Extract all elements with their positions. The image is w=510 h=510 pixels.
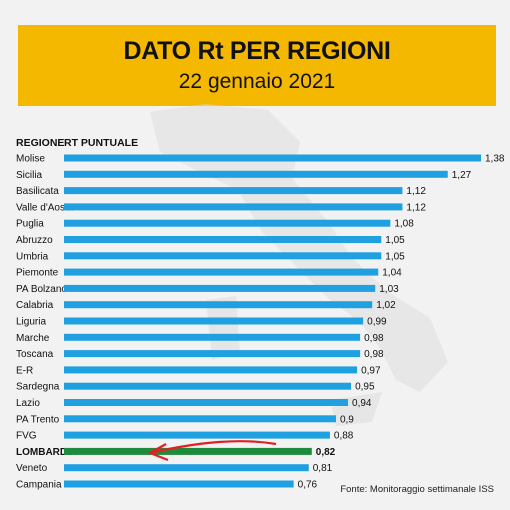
- highlight-arrow-icon: [153, 440, 277, 454]
- bar: [64, 333, 361, 341]
- bar: [64, 236, 382, 243]
- value-label: 1,05: [385, 235, 405, 246]
- value-label: 0,98: [364, 349, 384, 360]
- chart-title: DATO Rt PER REGIONI: [123, 37, 391, 65]
- category-label: Puglia: [16, 219, 44, 230]
- category-label: Molise: [16, 154, 45, 165]
- value-label: 1,12: [406, 186, 426, 197]
- chart-subtitle: 22 gennaio 2021: [178, 70, 336, 93]
- category-label: Calabria: [16, 300, 54, 311]
- bar: [64, 170, 448, 178]
- bar: [64, 382, 352, 390]
- value-label: 1,05: [385, 251, 405, 262]
- category-label: FVG: [16, 431, 37, 442]
- category-label: Basilicata: [16, 186, 59, 197]
- value-label: 0,9: [340, 414, 354, 425]
- bar: [64, 301, 373, 309]
- category-label: Sardegna: [16, 382, 60, 393]
- bar: [64, 399, 349, 406]
- value-label: 1,38: [485, 154, 505, 165]
- value-label: 0,81: [313, 463, 333, 474]
- category-label: Marche: [16, 333, 50, 344]
- bar: [64, 464, 309, 472]
- category-label: Piemonte: [16, 268, 59, 279]
- category-label: LOMBARDIA: [16, 447, 77, 458]
- bar: [64, 317, 364, 325]
- title-banner: DATO Rt PER REGIONI 22 gennaio 2021: [18, 25, 496, 106]
- bar: [64, 447, 312, 455]
- category-label: PA Bolzano: [16, 284, 67, 295]
- value-label: 1,03: [379, 284, 399, 295]
- category-label: Campania: [16, 480, 62, 491]
- category-label: Veneto: [16, 463, 48, 474]
- value-label: 0,76: [298, 480, 318, 491]
- category-label: Valle d'Aosta: [16, 202, 74, 213]
- bar: [64, 203, 403, 211]
- value-label: 1,08: [394, 219, 414, 230]
- italy-map-watermark: [150, 104, 448, 426]
- source-note: Fonte: Monitoraggio settimanale ISS: [340, 484, 494, 495]
- category-label: Sicilia: [16, 170, 43, 181]
- arrow-head-icon: [147, 443, 169, 462]
- category-label: Lazio: [16, 398, 40, 409]
- value-column-header: RT PUNTUALE: [64, 137, 139, 149]
- bar: [64, 284, 376, 292]
- category-label: PA Trento: [16, 414, 60, 425]
- bar: [64, 350, 361, 358]
- bar: [64, 431, 330, 439]
- bar: [64, 252, 382, 260]
- bar: [64, 187, 403, 195]
- bar: [64, 219, 391, 227]
- bar: [64, 366, 358, 374]
- region-column-header: REGIONE: [16, 137, 65, 149]
- value-label: 0,88: [334, 431, 354, 442]
- value-label: 0,99: [367, 317, 387, 328]
- category-label: Liguria: [16, 317, 46, 328]
- bar: [64, 480, 294, 488]
- value-label: 1,04: [382, 268, 402, 279]
- value-label: 1,27: [452, 170, 472, 181]
- bar: [64, 154, 481, 162]
- value-label: 1,02: [376, 300, 396, 311]
- value-label: 0,82: [316, 447, 336, 458]
- value-label: 1,12: [406, 202, 426, 213]
- bar: [64, 415, 336, 423]
- value-label: 0,98: [364, 333, 384, 344]
- value-label: 0,94: [352, 398, 372, 409]
- category-label: Toscana: [16, 349, 54, 360]
- value-label: 0,97: [361, 365, 381, 376]
- value-label: 0,95: [355, 382, 375, 393]
- category-label: Umbria: [16, 251, 49, 262]
- bar: [64, 268, 379, 276]
- category-label: Abruzzo: [16, 235, 53, 246]
- category-label: E-R: [16, 365, 33, 376]
